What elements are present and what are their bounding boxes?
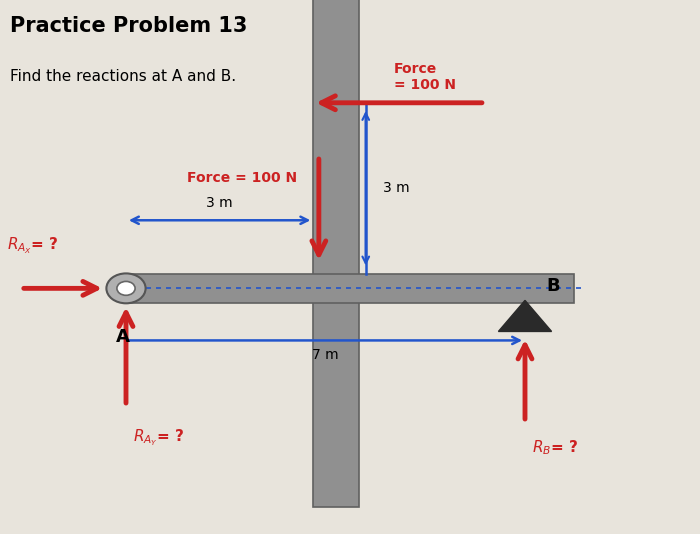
- Text: Force
= 100 N: Force = 100 N: [393, 62, 456, 92]
- Text: B: B: [546, 277, 559, 295]
- Bar: [126, 273, 574, 303]
- Polygon shape: [498, 300, 552, 332]
- Text: Find the reactions at A and B.: Find the reactions at A and B.: [10, 69, 237, 84]
- Text: Force = 100 N: Force = 100 N: [188, 170, 298, 185]
- Circle shape: [117, 281, 135, 295]
- Text: Practice Problem 13: Practice Problem 13: [10, 16, 248, 36]
- Text: $R_{A_Y}$= ?: $R_{A_Y}$= ?: [133, 427, 184, 448]
- Text: 3 m: 3 m: [206, 196, 233, 210]
- Text: 7 m: 7 m: [312, 348, 339, 362]
- Text: $R_{A_X}$= ?: $R_{A_X}$= ?: [7, 235, 59, 256]
- Text: A: A: [116, 328, 130, 347]
- Text: $R_B$= ?: $R_B$= ?: [532, 438, 578, 457]
- Text: 3 m: 3 m: [384, 181, 410, 195]
- Bar: [314, 0, 358, 507]
- Circle shape: [106, 273, 146, 303]
